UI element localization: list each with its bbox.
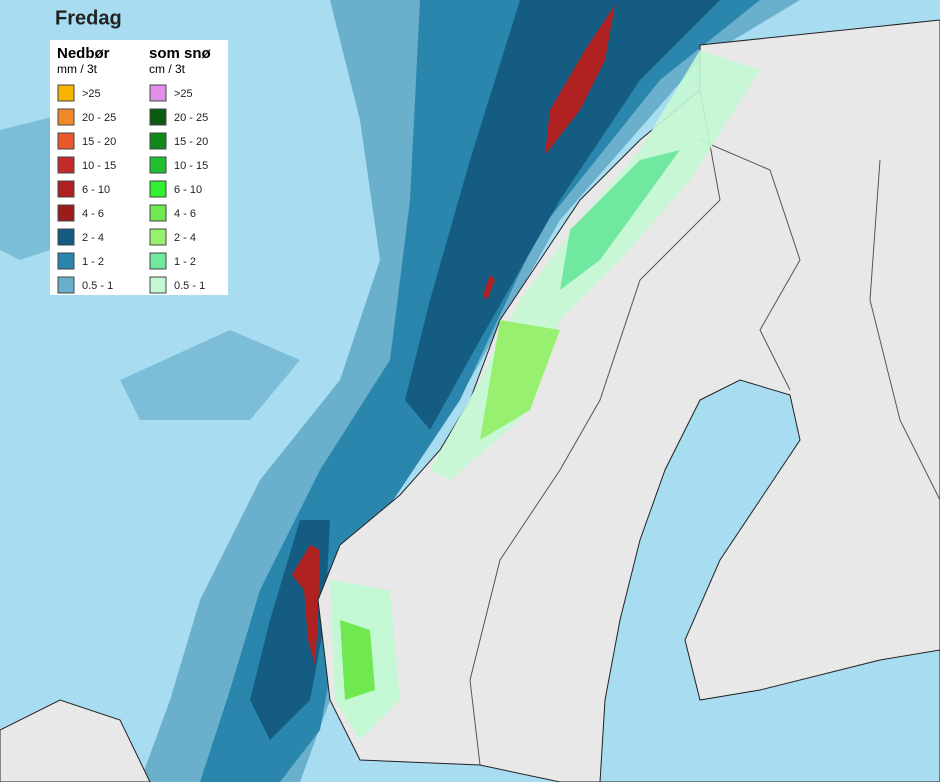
border — [699, 139, 801, 391]
legend-label: >25 — [82, 88, 101, 100]
snow-medium — [480, 320, 560, 440]
legend-swatch — [149, 204, 167, 222]
legend-box — [50, 40, 228, 295]
legend-swatch — [149, 84, 167, 102]
baltic-sea — [599, 379, 940, 782]
legend-swatch — [149, 132, 167, 150]
legend-label: 4 - 6 — [82, 208, 104, 220]
legend-label: 6 - 10 — [82, 184, 110, 196]
legend-label: 1 - 2 — [174, 256, 196, 268]
snow-medium — [560, 150, 680, 290]
legend: Nedbør mm / 3t som snø cm / 3t >25 20 - 2… — [57, 45, 212, 294]
precip-red — [545, 5, 615, 155]
legend-swatch — [149, 228, 167, 246]
legend-label: 0.5 - 1 — [174, 280, 205, 292]
legend-swatch — [57, 228, 75, 246]
precip-light — [120, 330, 300, 420]
legend-label: 2 - 4 — [82, 232, 104, 244]
legend-swatch — [57, 252, 75, 270]
legend-swatch — [57, 108, 75, 126]
legend-swatch — [149, 252, 167, 270]
legend-label: 20 - 25 — [174, 112, 208, 124]
legend-swatch — [149, 108, 167, 126]
legend-label: 10 - 15 — [174, 160, 208, 172]
map-title: Fredag — [55, 7, 122, 29]
legend-label: 6 - 10 — [174, 184, 202, 196]
legend-title: som snø — [149, 45, 212, 62]
legend-swatch — [57, 84, 75, 102]
legend-label: 15 - 20 — [82, 136, 116, 148]
legend-swatch — [57, 276, 75, 294]
legend-swatch — [57, 180, 75, 198]
legend-swatch — [57, 204, 75, 222]
legend-label: 15 - 20 — [174, 136, 208, 148]
legend-label: 4 - 6 — [174, 208, 196, 220]
legend-label: 0.5 - 1 — [82, 280, 113, 292]
legend-label: >25 — [174, 88, 193, 100]
border — [469, 89, 721, 766]
legend-swatch — [149, 156, 167, 174]
snow-medium — [340, 620, 375, 700]
land — [317, 19, 940, 782]
legend-title: Nedbør — [57, 45, 110, 62]
legend-swatch — [149, 180, 167, 198]
legend-label: 2 - 4 — [174, 232, 196, 244]
legend-swatch — [57, 132, 75, 150]
border — [869, 159, 940, 501]
legend-label: 1 - 2 — [82, 256, 104, 268]
land — [0, 699, 151, 782]
legend-unit: mm / 3t — [57, 62, 98, 76]
precip-red — [292, 545, 320, 665]
legend-label: 20 - 25 — [82, 112, 116, 124]
legend-swatch — [57, 156, 75, 174]
legend-unit: cm / 3t — [149, 62, 186, 76]
precip-heavy — [405, 0, 720, 430]
precip-red — [483, 275, 495, 300]
legend-swatch — [149, 276, 167, 294]
legend-label: 10 - 15 — [82, 160, 116, 172]
